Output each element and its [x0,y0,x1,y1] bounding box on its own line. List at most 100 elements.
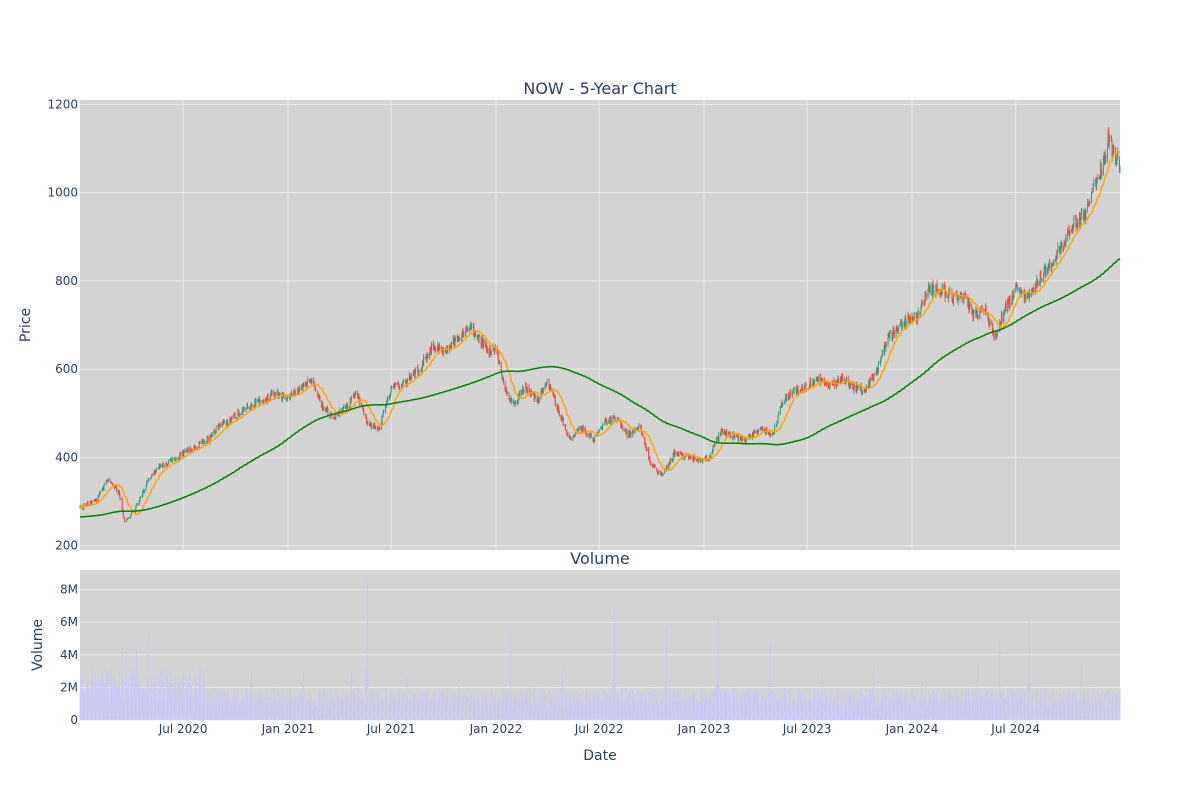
volume-bar [640,694,642,720]
volume-bar [217,699,219,720]
candle-body [170,459,172,460]
candle-body [646,448,648,451]
candle-body [605,419,607,421]
candle-body [758,430,760,432]
candle-body [733,434,735,438]
candle-body [198,446,200,448]
candle-body [1088,205,1090,207]
volume-bar [1011,690,1013,720]
volume-bar [1005,697,1007,720]
candle-body [403,380,405,382]
candle-body [195,447,197,449]
volume-y-tick-label: 4M [60,648,78,662]
volume-bars[interactable] [79,576,1121,720]
volume-bar [628,692,630,720]
candle-body [977,316,979,320]
candle-body [263,399,265,403]
volume-bar [885,696,887,720]
candle-body [865,390,867,392]
volume-bar [286,701,288,720]
volume-bar [592,690,594,720]
candle-body [450,346,452,349]
volume-bar [797,707,799,720]
volume-bar [979,704,981,720]
volume-bar [1016,702,1018,720]
candle-body [730,433,732,439]
volume-bar [685,690,687,720]
candle-body [506,392,508,395]
volume-bar [225,698,227,720]
volume-bar [853,692,855,720]
candle-body [223,422,225,424]
candle-body [688,454,690,459]
candle-body [614,418,616,422]
candle-body [1073,217,1075,224]
candle-body [455,337,457,339]
volume-bar [553,703,555,720]
candle-body [861,392,863,394]
volume-bar [550,696,552,720]
volume-bar [542,688,544,720]
volume-bar [378,698,380,720]
x-tick-label: Jan 2023 [677,722,731,736]
volume-bar [262,703,264,720]
volume-bar [170,671,172,720]
candle-body [414,370,416,378]
candle-body [318,395,320,399]
volume-bar [269,708,271,720]
candle-body [494,349,496,354]
candle-body [848,383,850,387]
candle-body [394,383,396,388]
price-y-tick-label: 600 [55,362,78,376]
volume-bar [774,694,776,720]
volume-bar [231,706,233,720]
volume-bar [582,702,584,720]
candle-body [852,384,854,390]
candle-body [241,413,243,415]
volume-bar [251,672,253,720]
volume-bar [411,708,413,720]
candle-body [174,457,176,460]
volume-bar [672,707,674,720]
volume-bar [576,697,578,720]
candle-body [1052,263,1054,267]
volume-bar [1027,684,1029,720]
candle-body [522,387,524,393]
volume-bar [166,669,168,720]
volume-bar [522,699,524,720]
volume-bar [1007,693,1009,720]
volume-bar [259,692,261,720]
volume-bar [122,669,124,720]
candle-body [496,347,498,355]
volume-bar [1114,694,1116,720]
volume-bar [1041,697,1043,720]
volume-bar [278,700,280,720]
volume-bar [751,704,753,720]
volume-bar [266,701,268,720]
candle-body [837,378,839,383]
candle-body [315,389,317,391]
price-y-tick-label: 400 [55,450,78,464]
candle-body [945,292,947,297]
candle-body [822,379,824,381]
candle-body [1023,291,1025,293]
candle-body [992,331,994,334]
volume-bar [800,698,802,720]
candle-body [165,462,167,467]
candle-body [1055,255,1057,261]
volume-bar [191,697,193,720]
candle-body [402,384,404,385]
candle-body [294,393,296,394]
volume-bar [213,689,215,720]
candle-body [481,338,483,348]
candle-body [376,427,378,430]
volume-bar [406,699,408,720]
candle-body [253,406,255,408]
candle-body [154,470,156,475]
candle-body [1035,284,1037,293]
volume-bar [953,705,955,720]
candle-body [712,446,714,451]
candle-body [486,349,488,353]
volume-bar [704,691,706,720]
candle-body [658,471,660,473]
